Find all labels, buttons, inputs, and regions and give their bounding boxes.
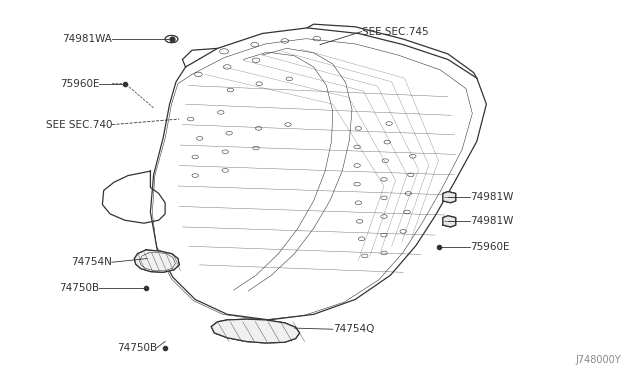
Text: SEE SEC.745: SEE SEC.745 [362, 27, 428, 36]
Polygon shape [211, 319, 300, 343]
Polygon shape [443, 216, 456, 227]
Text: 75960E: 75960E [470, 243, 510, 252]
Text: J748000Y: J748000Y [575, 355, 621, 365]
Polygon shape [134, 250, 179, 272]
Text: 74981WA: 74981WA [62, 34, 112, 44]
Text: 74981W: 74981W [470, 217, 514, 226]
Text: 74754N: 74754N [71, 257, 112, 267]
Text: SEE SEC.740: SEE SEC.740 [45, 120, 112, 129]
Polygon shape [443, 192, 456, 203]
Text: 74981W: 74981W [470, 192, 514, 202]
Text: 74754Q: 74754Q [333, 324, 374, 334]
Text: 74750B: 74750B [116, 343, 157, 353]
Text: 75960E: 75960E [60, 79, 99, 89]
Text: 74750B: 74750B [59, 283, 99, 293]
